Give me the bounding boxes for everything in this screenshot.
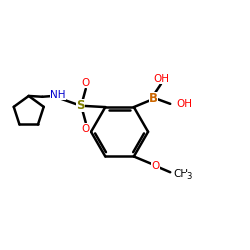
Text: OH: OH xyxy=(176,99,192,109)
Text: O: O xyxy=(82,124,90,134)
Text: S: S xyxy=(76,99,85,112)
Text: CH: CH xyxy=(174,168,188,178)
Text: B: B xyxy=(149,92,158,106)
Text: 3: 3 xyxy=(186,172,192,181)
Text: NH: NH xyxy=(50,90,66,100)
Text: O: O xyxy=(152,161,160,171)
Text: OH: OH xyxy=(153,74,169,84)
Text: O: O xyxy=(82,78,90,88)
